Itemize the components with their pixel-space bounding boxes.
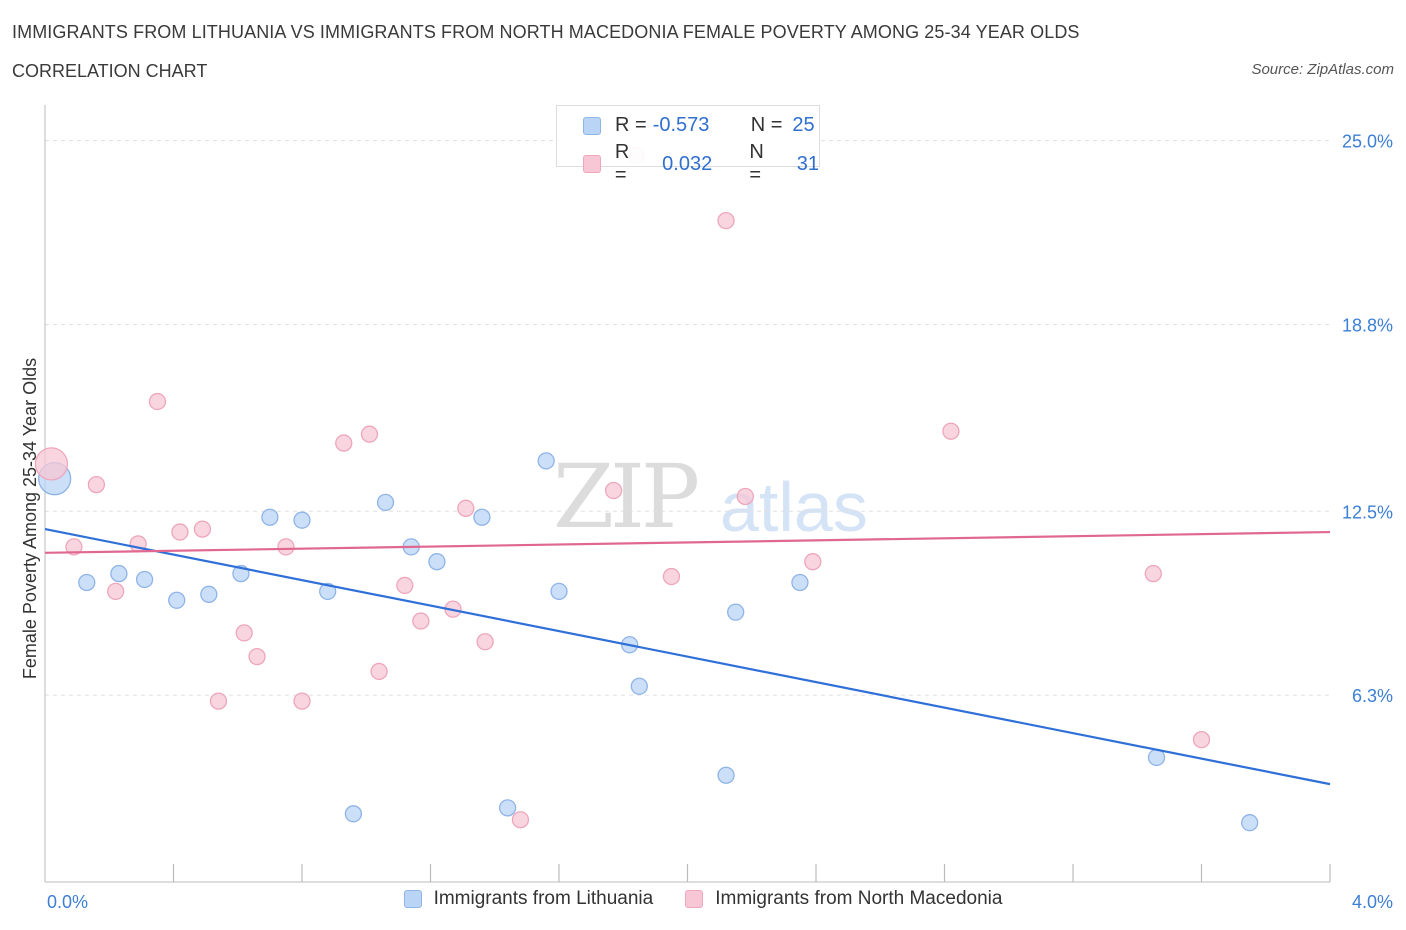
- source-label: Source: ZipAtlas.com: [1251, 61, 1394, 78]
- point-lithuania: [537, 452, 555, 470]
- y-tick-label: 12.5%: [1342, 502, 1393, 522]
- point-lithuania: [550, 582, 568, 601]
- point-lithuania: [717, 766, 735, 784]
- series-legend: Immigrants from Lithuania Immigrants fro…: [0, 888, 1406, 910]
- point-north-macedonia: [1144, 564, 1162, 583]
- point-lithuania: [293, 511, 311, 529]
- chart-subtitle: CORRELATION CHART: [12, 61, 208, 81]
- watermark-zip: ZIP: [553, 445, 700, 548]
- legend-swatch-blue: [403, 890, 422, 908]
- y-axis-label: Female Poverty Among 25-34 Year Olds: [20, 358, 40, 679]
- point-lithuania: [630, 677, 648, 695]
- x-tick-label: 4.0%: [1352, 892, 1393, 912]
- chart-title: IMMIGRANTS FROM LITHUANIA VS IMMIGRANTS …: [12, 22, 1080, 42]
- legend-label-lithuania: Immigrants from Lithuania: [433, 888, 654, 909]
- watermark-atlas: atlas: [720, 468, 868, 546]
- point-lithuania: [344, 805, 363, 823]
- point-north-macedonia: [370, 662, 388, 681]
- point-north-macedonia: [476, 633, 494, 651]
- point-north-macedonia: [457, 499, 475, 517]
- point-north-macedonia: [65, 538, 83, 556]
- point-lithuania: [498, 799, 517, 817]
- n-label: N =: [749, 141, 764, 186]
- point-lithuania: [727, 603, 745, 621]
- point-lithuania: [319, 582, 337, 601]
- point-north-macedonia: [193, 520, 212, 538]
- point-lithuania: [110, 564, 128, 583]
- point-north-macedonia: [34, 447, 69, 481]
- legend-swatch-blue: [583, 116, 601, 135]
- point-north-macedonia: [396, 576, 414, 595]
- trendline-north-macedonia: [44, 530, 1331, 554]
- point-north-macedonia: [942, 422, 960, 440]
- point-lithuania: [376, 493, 395, 512]
- point-north-macedonia: [148, 392, 167, 411]
- n-label: N =: [750, 114, 783, 136]
- point-north-macedonia: [511, 811, 530, 829]
- legend-item-lithuania[interactable]: Immigrants from Lithuania: [403, 888, 654, 910]
- point-north-macedonia: [277, 538, 295, 556]
- point-north-macedonia: [248, 647, 266, 666]
- point-lithuania: [473, 508, 491, 526]
- point-north-macedonia: [107, 582, 125, 601]
- y-tick-label: 25.0%: [1342, 132, 1393, 152]
- point-north-macedonia: [662, 567, 681, 586]
- point-lithuania: [791, 573, 809, 592]
- point-north-macedonia: [717, 212, 735, 230]
- y-tick-label: 18.8%: [1342, 315, 1393, 335]
- legend-swatch-pink: [685, 890, 704, 908]
- legend-row-lithuania: R = -0.573 N = 25: [583, 114, 815, 137]
- point-lithuania: [428, 553, 446, 571]
- legend-row-north-macedonia: R = 0.032 N = 31: [583, 141, 819, 187]
- point-lithuania: [200, 585, 218, 603]
- point-lithuania: [1241, 814, 1259, 832]
- point-north-macedonia: [335, 434, 353, 452]
- legend-swatch-pink: [583, 155, 601, 173]
- r-value: 0.032: [662, 152, 713, 175]
- y-tick-label: 6.3%: [1352, 686, 1393, 706]
- trendline-lithuania: [44, 528, 1331, 786]
- point-north-macedonia: [87, 475, 106, 494]
- point-lithuania: [261, 508, 279, 526]
- point-north-macedonia: [412, 612, 430, 630]
- correlation-legend: R = -0.573 N = 25 R = 0.032 N = 31: [556, 105, 820, 186]
- point-lithuania: [135, 570, 154, 589]
- n-value: 25: [792, 114, 815, 136]
- point-north-macedonia: [293, 692, 311, 710]
- x-tick-label: 0.0%: [47, 892, 88, 912]
- point-north-macedonia: [235, 624, 253, 642]
- point-lithuania: [78, 573, 96, 592]
- legend-item-north-macedonia[interactable]: Immigrants from North Macedonia: [685, 888, 1002, 910]
- r-label: R =: [614, 141, 630, 186]
- point-north-macedonia: [804, 553, 822, 571]
- point-north-macedonia: [736, 487, 754, 506]
- point-north-macedonia: [171, 523, 189, 541]
- point-north-macedonia: [360, 425, 379, 443]
- n-value: 31: [796, 152, 819, 175]
- r-label: R =: [615, 114, 647, 136]
- point-north-macedonia: [209, 692, 228, 710]
- r-value: -0.573: [652, 114, 710, 136]
- legend-label-north-macedonia: Immigrants from North Macedonia: [715, 888, 1003, 909]
- point-north-macedonia: [1192, 730, 1211, 749]
- point-north-macedonia: [604, 481, 623, 500]
- point-lithuania: [168, 591, 186, 609]
